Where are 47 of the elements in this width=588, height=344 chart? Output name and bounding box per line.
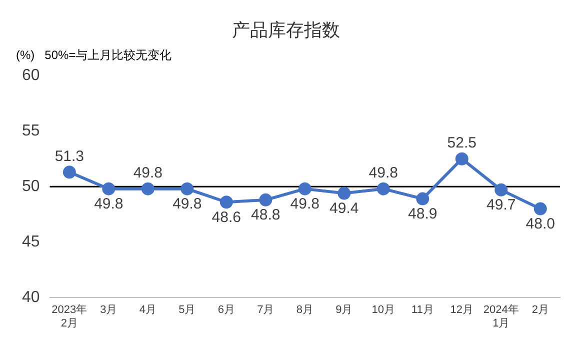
x-tick-label: 11月 (411, 304, 434, 316)
point (180, 182, 194, 196)
chart-title: 产品库存指数 (232, 20, 340, 40)
x-tick-label: 3月 (100, 304, 118, 316)
text: 49.8 (133, 164, 163, 182)
point (259, 193, 272, 206)
text: 51.3 (54, 148, 84, 165)
text: 48.6 (212, 208, 242, 226)
point (534, 202, 547, 216)
text: 49.8 (94, 195, 124, 212)
point (220, 196, 233, 209)
x-tick-label: 5月 (178, 304, 196, 316)
point (141, 182, 154, 196)
y-axis-title: (%) (16, 48, 35, 62)
x-tick-label: 8月 (296, 304, 314, 316)
x-tick-label: 2024年 1月 (483, 304, 519, 330)
point (62, 166, 76, 179)
x-tick-label: 4月 (139, 304, 156, 316)
text: 49.7 (486, 196, 516, 214)
text: 52.5 (447, 134, 476, 152)
text: 49.8 (368, 164, 398, 182)
x-tick-label: 2023年 2月 (52, 304, 88, 330)
x-tick-label: 12月 (450, 304, 474, 316)
text: 48.0 (526, 215, 555, 232)
x-tick-label: 2月 (532, 304, 549, 316)
text: 50%=与上月比较无变化 (44, 48, 172, 62)
point (416, 192, 430, 206)
x-tick-label: 10月 (372, 304, 396, 316)
x-tick-label: 6月 (218, 304, 235, 316)
y-tick-label: 60 (22, 67, 40, 84)
point (455, 152, 468, 166)
text: 48.9 (408, 205, 438, 222)
point (494, 183, 508, 196)
x-tick-label: 9月 (336, 304, 353, 316)
point (298, 182, 312, 196)
text: 48.8 (251, 206, 280, 224)
text: 49.8 (172, 195, 202, 212)
text: 49.8 (290, 195, 320, 212)
y-tick-label: 40 (22, 289, 40, 306)
x-tick-label: 7月 (257, 304, 274, 316)
point (376, 182, 390, 196)
text: 49.4 (330, 200, 359, 217)
point (102, 182, 116, 196)
y-tick-label: 45 (22, 234, 40, 251)
y-tick-label: 55 (22, 122, 40, 140)
point (338, 186, 351, 200)
y-tick-label: 50 (22, 178, 40, 196)
